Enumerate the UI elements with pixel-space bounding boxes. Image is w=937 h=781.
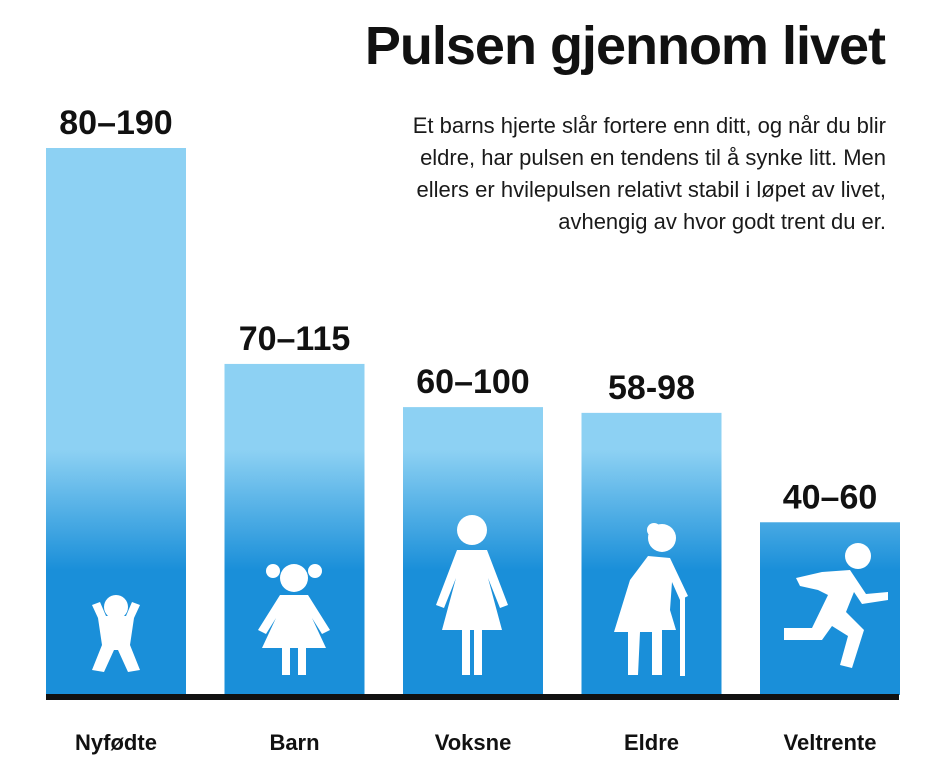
- subtitle-line: Et barns hjerte slår fortere enn ditt, o…: [413, 113, 886, 138]
- elder-icon: [614, 523, 688, 676]
- value-label: 60–100: [416, 363, 529, 401]
- x-tick-label: Eldre: [624, 730, 679, 755]
- x-tick-label: Nyfødte: [75, 730, 157, 755]
- baseline: [46, 694, 899, 700]
- value-label: 80–190: [59, 104, 172, 142]
- chart-title: Pulsen gjennom livet: [365, 16, 886, 76]
- subtitle-line: avhengig av hvor godt trent du er.: [558, 209, 886, 234]
- woman-icon: [436, 515, 508, 675]
- runner-icon: [784, 543, 888, 668]
- subtitle-line: eldre, har pulsen en tendens til å synke…: [420, 145, 886, 170]
- baby-icon: [92, 595, 140, 672]
- girl-icon: [258, 564, 330, 675]
- x-tick-label: Barn: [269, 730, 319, 755]
- x-tick-label: Veltrente: [784, 730, 877, 755]
- value-label: 58-98: [608, 369, 695, 407]
- x-tick-label: Voksne: [435, 730, 512, 755]
- subtitle-line: ellers er hvilepulsen relativt stabil i …: [416, 177, 886, 202]
- icons: [92, 515, 888, 676]
- bar: [581, 412, 722, 695]
- value-label: 70–115: [239, 320, 351, 358]
- value-label: 40–60: [783, 478, 878, 516]
